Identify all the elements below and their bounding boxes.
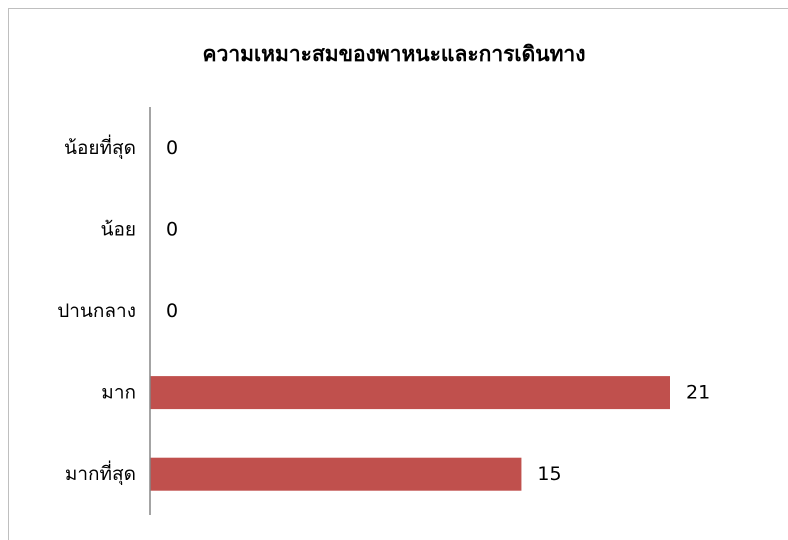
bar <box>150 376 670 410</box>
category-label: น้อย <box>100 218 136 240</box>
category-label: น้อยที่สุด <box>64 134 136 160</box>
data-label: 15 <box>537 463 561 485</box>
category-label: มาก <box>101 382 136 404</box>
chart-frame <box>8 8 788 540</box>
bar <box>150 457 522 491</box>
chart-title: ความเหมาะสมของพาหนะและการเดินทาง <box>202 42 586 66</box>
data-label: 0 <box>166 218 178 240</box>
data-label: 21 <box>686 382 710 404</box>
data-label: 0 <box>166 300 178 322</box>
data-label: 0 <box>166 137 178 159</box>
category-label: ปานกลาง <box>57 300 136 322</box>
category-label: มากที่สุด <box>65 460 136 486</box>
